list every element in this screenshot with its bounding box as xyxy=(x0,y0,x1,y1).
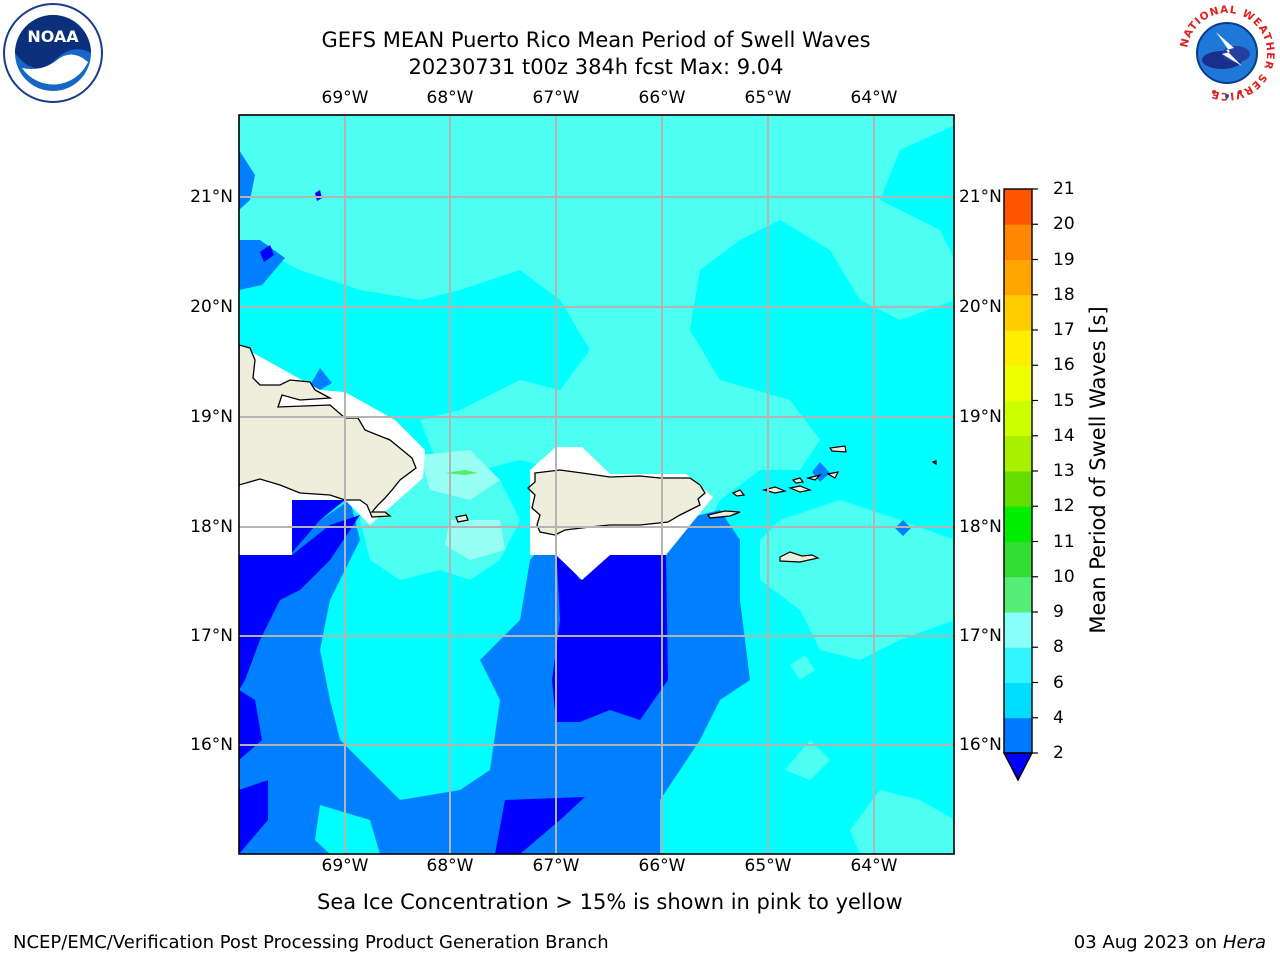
colorbar-segment xyxy=(1004,576,1032,613)
colorbar-tick-label: 13 xyxy=(1053,461,1075,481)
colorbar-tick-label: 19 xyxy=(1053,249,1075,270)
colorbar-tick-label: 10 xyxy=(1053,566,1075,587)
colorbar-segment xyxy=(1004,330,1032,366)
colorbar-tick-label: 6 xyxy=(1053,672,1064,693)
lat-tick-left: 16°N xyxy=(190,735,233,755)
colorbar-segment xyxy=(1004,541,1032,578)
lon-tick-bottom: 68°W xyxy=(426,856,474,876)
colorbar-segment xyxy=(1004,189,1032,225)
lon-tick-bottom: 64°W xyxy=(850,856,898,876)
lon-tick-top: 67°W xyxy=(532,88,580,108)
colorbar-segment xyxy=(1004,400,1032,437)
colorbar-segment xyxy=(1004,471,1032,507)
credit-branch: NCEP/EMC/Verification Post Processing Pr… xyxy=(13,932,609,953)
colorbar-tick-label: 9 xyxy=(1053,602,1064,622)
lat-tick-left: 20°N xyxy=(190,297,233,317)
colorbar-tick-label: 14 xyxy=(1053,425,1075,446)
lon-tick-bottom: 66°W xyxy=(638,856,686,876)
lon-tick-top: 66°W xyxy=(638,88,686,108)
islet-saona xyxy=(455,514,469,523)
lon-tick-top: 68°W xyxy=(426,88,474,108)
colorbar-tick-label: 11 xyxy=(1053,531,1075,552)
colorbar-tick-label: 15 xyxy=(1053,390,1075,411)
colorbar-tick-label: 4 xyxy=(1053,707,1064,728)
lon-tick-bottom: 65°W xyxy=(744,856,792,876)
lat-tick-right: 21°N xyxy=(959,187,1002,207)
lon-tick-bottom: 67°W xyxy=(532,856,580,876)
colorbar-extend-arrow xyxy=(1002,752,1034,782)
credit-date: 03 Aug 2023 on Hera xyxy=(1074,932,1266,953)
lat-tick-left: 18°N xyxy=(190,517,233,537)
lat-tick-right: 17°N xyxy=(959,626,1002,646)
colorbar-segment xyxy=(1004,506,1032,542)
colorbar-segment xyxy=(1004,224,1032,260)
colorbar-segment xyxy=(1004,717,1032,754)
nws-logo: NATIONAL WEATHER SERVICE xyxy=(1178,4,1275,102)
map-frame xyxy=(238,114,955,855)
swell-field-10s xyxy=(445,470,478,475)
lon-tick-bottom: 69°W xyxy=(321,856,369,876)
colorbar-tick-label: 18 xyxy=(1053,284,1075,305)
credit-date-text: 03 Aug 2023 on xyxy=(1073,932,1218,953)
colorbar-segment xyxy=(1004,612,1032,648)
virgin-islands xyxy=(761,445,937,563)
colorbar-tick-label: 17 xyxy=(1053,320,1075,340)
colorbar-tick-label: 8 xyxy=(1053,637,1064,658)
swell-field-9s xyxy=(420,450,505,560)
colorbar-tick-label: 21 xyxy=(1053,179,1075,199)
lat-tick-left: 17°N xyxy=(190,626,233,646)
colorbar-tick-label: 12 xyxy=(1053,496,1075,517)
colorbar-tick-label: 20 xyxy=(1053,214,1075,235)
lat-tick-right: 18°N xyxy=(959,517,1002,537)
colorbar-segment xyxy=(1004,365,1032,401)
colorbar xyxy=(1002,188,1038,782)
credit-host: Hera xyxy=(1222,932,1266,953)
chart-title: GEFS MEAN Puerto Rico Mean Period of Swe… xyxy=(321,28,871,52)
vieques-land xyxy=(706,510,741,519)
swell-field-6s-pockets xyxy=(315,630,470,854)
colorbar-segment xyxy=(1004,435,1032,472)
gridlines xyxy=(239,115,954,854)
sea-ice-note: Sea Ice Concentration > 15% is shown in … xyxy=(317,890,903,914)
lat-tick-right: 19°N xyxy=(959,407,1002,427)
colorbar-segment xyxy=(1004,294,1032,331)
puerto-rico-land xyxy=(527,469,706,536)
swell-field-2s xyxy=(239,190,668,854)
noaa-logo: NOAA xyxy=(3,3,103,103)
colorbar-label: Mean Period of Swell Waves [s] xyxy=(1086,306,1110,634)
colorbar-segment xyxy=(1004,647,1032,683)
lat-tick-right: 16°N xyxy=(959,735,1002,755)
lat-tick-left: 19°N xyxy=(190,407,233,427)
colorbar-segment xyxy=(1004,259,1032,296)
lat-tick-right: 20°N xyxy=(959,297,1002,317)
noaa-logo-text: NOAA xyxy=(27,27,79,46)
lon-tick-top: 69°W xyxy=(321,88,369,108)
map-panel xyxy=(238,114,955,855)
chart-subtitle: 20230731 t00z 384h fcst Max: 9.04 xyxy=(408,55,784,79)
colorbar-segment xyxy=(1004,682,1032,719)
culebra-land xyxy=(731,489,746,497)
colorbar-tick-label: 16 xyxy=(1053,355,1075,376)
lon-tick-top: 65°W xyxy=(744,88,792,108)
lat-tick-left: 21°N xyxy=(190,187,233,207)
lon-tick-top: 64°W xyxy=(850,88,898,108)
colorbar-tick-label: 2 xyxy=(1053,743,1064,763)
